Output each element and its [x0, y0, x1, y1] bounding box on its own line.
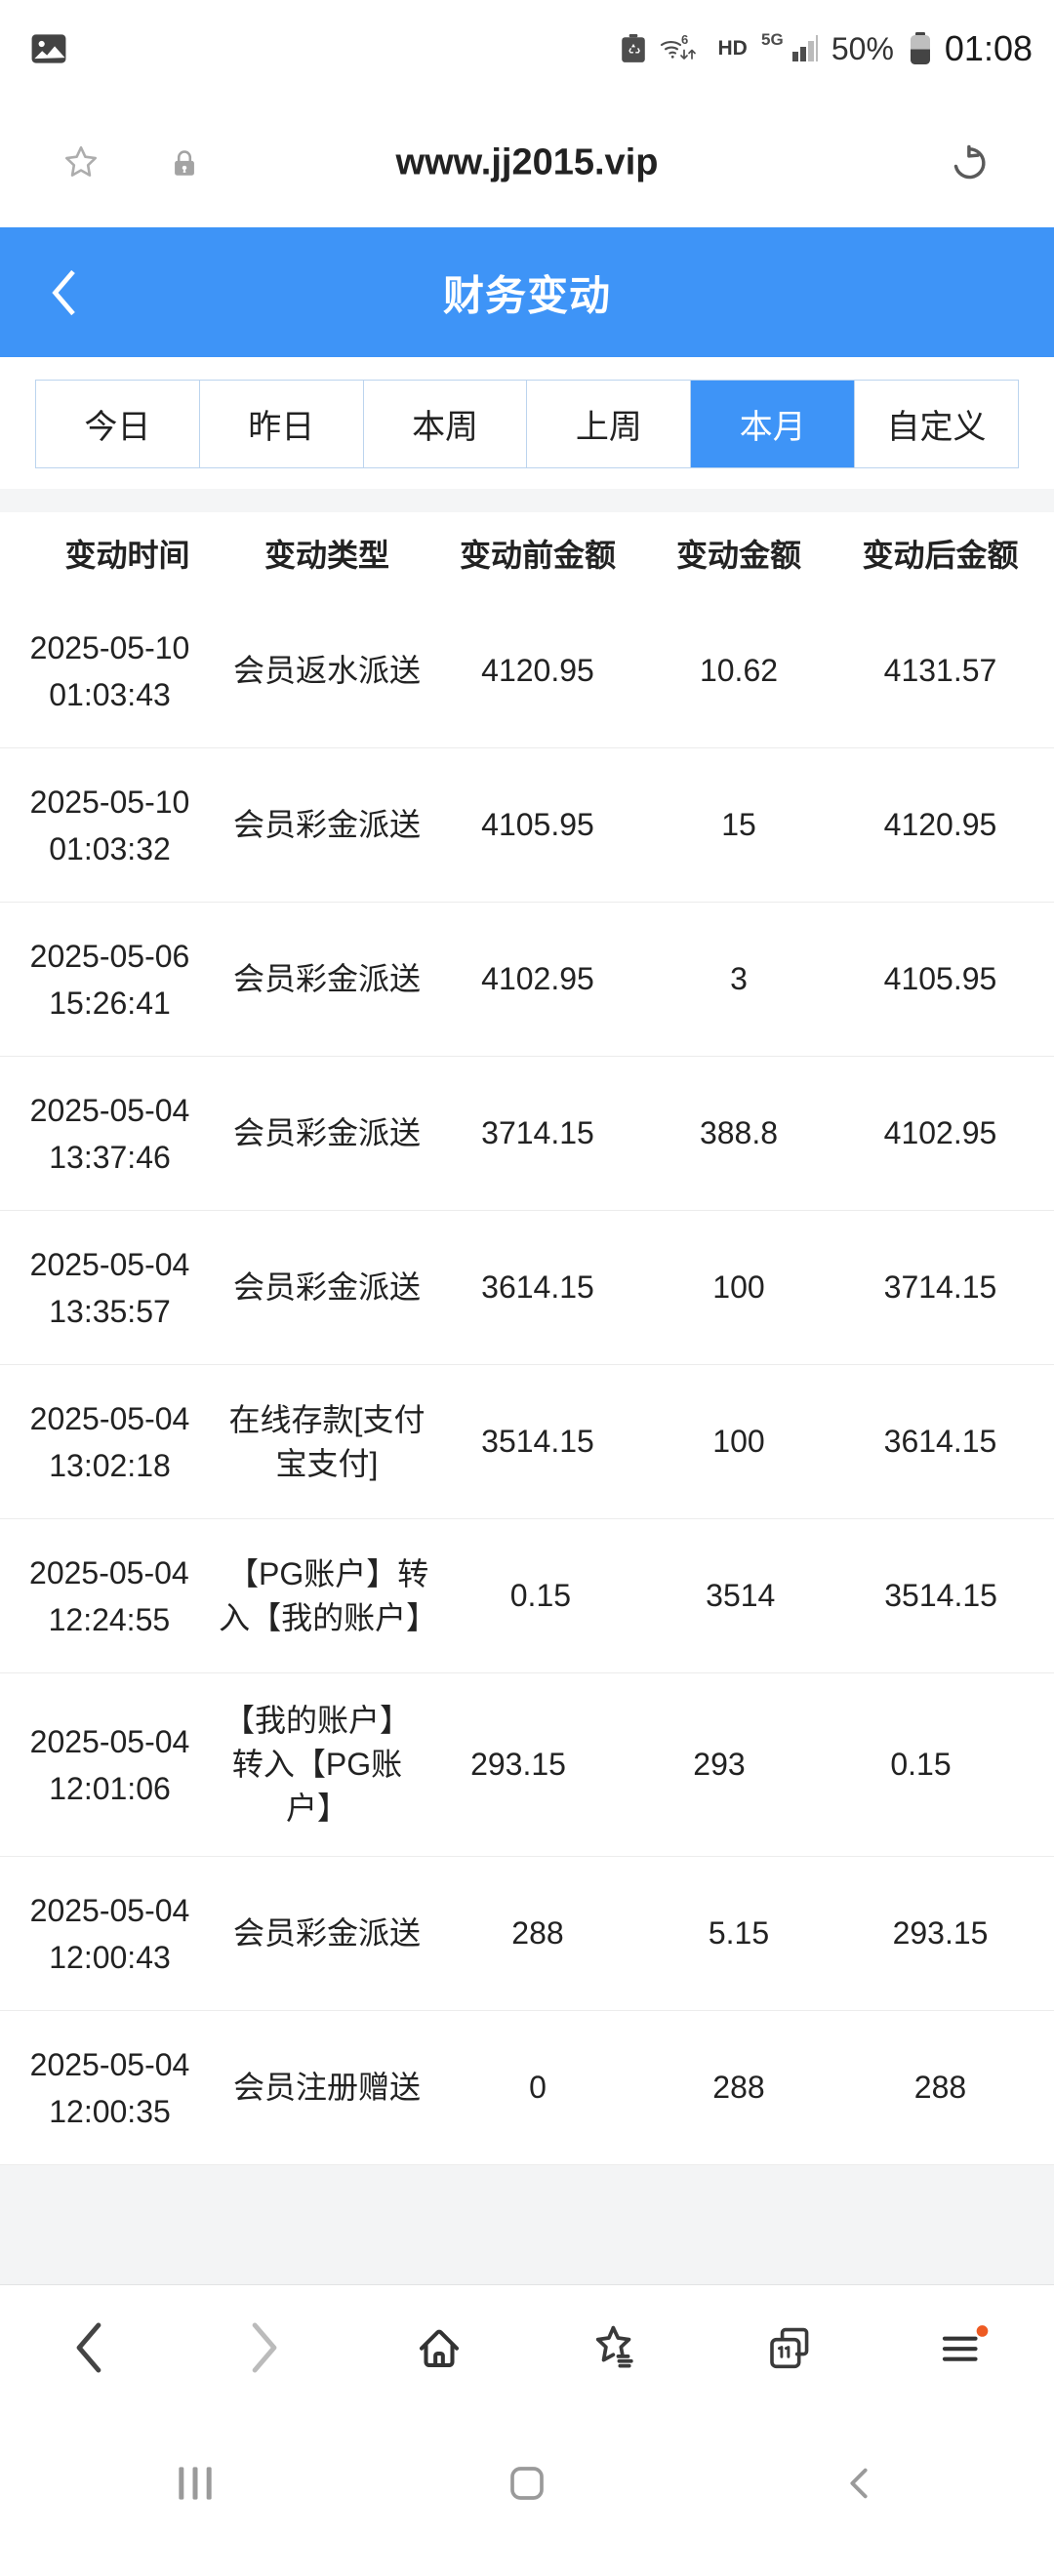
- svg-text:5G: 5G: [761, 32, 784, 49]
- svg-text:6: 6: [681, 33, 688, 47]
